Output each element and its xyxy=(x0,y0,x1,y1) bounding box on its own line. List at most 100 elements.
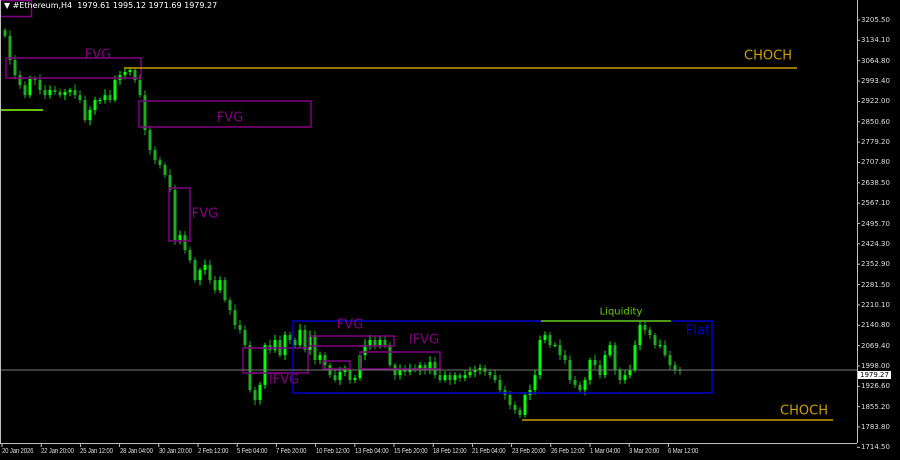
candle xyxy=(543,335,547,340)
candle xyxy=(163,165,167,176)
ifvg-label-1: IFVG xyxy=(268,372,300,388)
fvg-box-small xyxy=(322,360,351,370)
candle xyxy=(178,235,182,241)
price-tick-label: 2281.50 xyxy=(861,280,890,289)
price-tick-label: 3134.10 xyxy=(861,36,890,45)
candle xyxy=(478,367,482,370)
candle xyxy=(633,345,637,370)
price-tick-label: 2495.70 xyxy=(861,219,890,228)
price-tick-label: 2850.60 xyxy=(861,117,890,126)
candle xyxy=(443,375,447,381)
candle xyxy=(648,329,652,336)
candle xyxy=(23,85,27,96)
choch-label-bottom: CHOCH xyxy=(780,403,828,419)
price-tick-label: 2707.80 xyxy=(861,158,890,167)
time-tick-label: 26 Feb 12:00 xyxy=(550,448,585,455)
ifvg-box-2 xyxy=(359,351,441,370)
ifvg-label-2: IFVG xyxy=(408,332,440,348)
candle xyxy=(98,100,102,102)
candle xyxy=(323,355,327,366)
candle xyxy=(613,345,617,370)
candle xyxy=(58,92,62,96)
candle xyxy=(608,345,612,356)
candle xyxy=(83,100,87,121)
candle xyxy=(28,78,32,96)
price-tick-label: 1714.50 xyxy=(861,443,890,452)
candle xyxy=(233,310,237,326)
candle xyxy=(338,371,342,381)
time-tick-label: 25 Jan 12:00 xyxy=(80,448,114,455)
candle xyxy=(153,150,157,161)
candle xyxy=(18,75,22,86)
candle xyxy=(73,89,77,96)
current-price-tag: 1979.27 xyxy=(858,371,891,379)
candle xyxy=(423,365,427,370)
fvg-box-2 xyxy=(138,100,312,128)
candle xyxy=(93,100,97,111)
candle xyxy=(243,329,247,346)
candle xyxy=(593,359,597,366)
candle xyxy=(398,369,402,376)
ohlc-values: 1979.61 1995.12 1971.69 1979.27 xyxy=(77,1,218,10)
candle xyxy=(563,355,567,360)
choch-label-top: CHOCH xyxy=(744,48,792,64)
price-tick-label: 2922.00 xyxy=(861,97,890,106)
time-tick-label: 21 Feb 04:00 xyxy=(472,448,506,455)
candle xyxy=(78,95,82,101)
candle xyxy=(573,380,577,385)
candle xyxy=(513,404,517,411)
candle xyxy=(403,369,407,372)
candle xyxy=(38,79,42,90)
candle xyxy=(8,35,12,60)
price-tick-label: 2424.30 xyxy=(861,239,890,248)
candle xyxy=(638,325,642,346)
candle xyxy=(3,30,7,36)
price-tick-label: 2140.80 xyxy=(861,321,890,330)
candle xyxy=(428,361,432,370)
price-tick-label: 2210.10 xyxy=(861,300,890,309)
candle xyxy=(663,345,667,356)
candle xyxy=(293,339,297,346)
candle xyxy=(538,339,542,376)
candle xyxy=(133,69,137,80)
candle xyxy=(383,339,387,346)
candle xyxy=(173,189,177,241)
candle xyxy=(628,369,632,376)
candle xyxy=(253,390,257,401)
candle xyxy=(653,335,657,346)
candle xyxy=(148,130,152,151)
candle xyxy=(143,95,147,131)
candle xyxy=(418,365,422,370)
candle xyxy=(658,345,662,347)
candle xyxy=(643,325,647,330)
candle xyxy=(363,345,367,356)
price-tick-label: 2352.90 xyxy=(861,260,890,269)
candle xyxy=(238,325,242,330)
candle xyxy=(108,95,112,101)
candle xyxy=(33,78,37,80)
candle xyxy=(318,355,322,360)
time-tick-label: 22 Jan 20:00 xyxy=(41,448,74,455)
candle xyxy=(493,375,497,381)
candle xyxy=(228,300,232,311)
chart-header: ▼ #Ethereum,H4 1979.61 1995.12 1971.69 1… xyxy=(4,1,218,10)
candle xyxy=(523,394,527,415)
time-tick-label: 7 Feb 20:00 xyxy=(276,448,307,455)
price-tick-label: 2779.20 xyxy=(861,138,890,147)
candle xyxy=(88,110,92,121)
candle xyxy=(193,260,197,281)
candle xyxy=(463,375,467,379)
candle xyxy=(473,369,477,372)
time-tick-label: 3 Mar 20:00 xyxy=(629,448,660,455)
candle xyxy=(373,339,377,346)
candle xyxy=(273,339,277,350)
candle xyxy=(498,380,502,391)
candle xyxy=(138,79,142,96)
candle xyxy=(343,369,347,372)
candle xyxy=(288,335,292,340)
price-tick-label: 3205.50 xyxy=(861,16,890,24)
candle xyxy=(283,335,287,356)
fvg-label-2: FVG xyxy=(216,110,244,126)
